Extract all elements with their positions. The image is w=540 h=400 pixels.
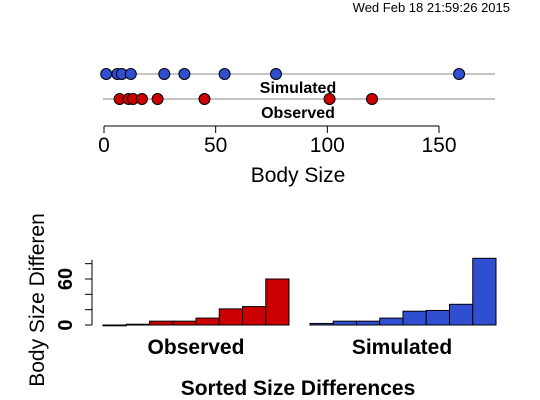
observed-point-7: [366, 93, 378, 105]
observed-bar-4: [195, 317, 220, 326]
x-tick-label-0: 0: [98, 134, 110, 157]
bar-groups: [102, 257, 497, 327]
simulated-point-5: [178, 68, 191, 80]
simulated-point-7: [269, 68, 282, 80]
x-axis-label: Body Size: [251, 164, 346, 187]
observed-point-6: [323, 93, 336, 105]
simulated-point-0: [100, 68, 113, 80]
simulated-bar-2: [356, 320, 381, 326]
simulated-bar-4: [402, 310, 427, 326]
bottom-x-axis-label: Sorted Size Differences: [181, 377, 416, 400]
simulated-bar-5: [425, 309, 450, 326]
x-tick-label-100: 100: [310, 134, 345, 157]
observed-bar-6: [242, 306, 267, 326]
y-tick-label-60: 60: [55, 268, 77, 290]
observed-bar-7: [265, 278, 290, 326]
timestamp: Wed Feb 18 21:59:26 2015: [353, 0, 510, 15]
observed-group-label: Observed: [148, 336, 245, 359]
y-tick-label-0: 0: [55, 319, 77, 330]
simulated-group-label: Simulated: [352, 336, 452, 359]
y-axis: 0 60: [55, 259, 93, 331]
observed-series-label: Observed: [261, 105, 335, 122]
x-tick-label-50: 50: [204, 134, 227, 157]
x-axis: 0 50 100 150: [98, 125, 457, 157]
strip-points: [100, 68, 466, 105]
simulated-point-6: [218, 68, 231, 80]
simulated-bar-3: [379, 317, 404, 326]
simulated-point-3: [124, 68, 137, 80]
simulated-point-8: [453, 68, 466, 80]
simulated-bar-7: [472, 257, 497, 326]
observed-bar-3: [172, 320, 197, 326]
simulated-bar-0: [309, 322, 334, 326]
simulated-bar-1: [332, 320, 357, 326]
strip-plot: Simulated Observed 0 50 100 150 Body Size: [98, 68, 495, 187]
simulated-point-4: [158, 68, 171, 80]
observed-point-5: [198, 93, 211, 105]
observed-bar-0: [102, 324, 127, 327]
simulated-series-label: Simulated: [260, 80, 336, 97]
observed-bar-2: [149, 320, 174, 326]
y-axis-label: Body Size Differen: [26, 213, 49, 387]
observed-point-3: [135, 93, 148, 105]
observed-bar-1: [125, 323, 150, 326]
simulated-bar-6: [449, 303, 474, 326]
observed-point-4: [151, 93, 164, 105]
observed-bar-5: [218, 308, 243, 326]
difference-bars: 0 60 Body Size Differen Observed Simulate…: [26, 213, 497, 400]
x-tick-label-150: 150: [421, 134, 456, 157]
